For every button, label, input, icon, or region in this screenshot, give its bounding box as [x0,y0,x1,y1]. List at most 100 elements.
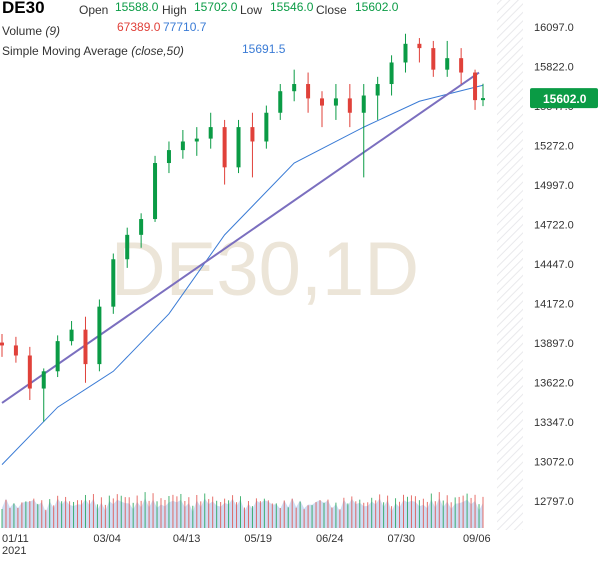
y-tick-label: 13622.0 [534,378,574,390]
candle-body [264,112,269,142]
open-label: Open [79,3,109,17]
candle [55,335,60,378]
candle [278,84,283,120]
candle [180,129,185,159]
candle [389,55,394,96]
candle [153,155,158,222]
candle-body [69,329,74,342]
candle [208,112,213,149]
candle-body [153,163,158,220]
candle-body [194,138,199,142]
x-year-label: 2021 [2,545,26,557]
candle-body [111,259,116,307]
candle-body [389,62,394,85]
candle-body [473,72,478,101]
candle [481,83,485,107]
candle [194,127,199,156]
candle [306,72,311,113]
candle-body [347,98,352,113]
candle [41,368,46,422]
sma-label: Simple Moving Average (close,50) [2,44,184,58]
y-tick-label: 16097.0 [534,22,574,34]
candle [139,213,144,248]
volume-label: Volume (9) [2,24,60,38]
y-tick-label: 14997.0 [534,180,574,192]
candle-body [361,95,366,113]
candle [125,227,130,268]
y-tick-label: 13347.0 [534,417,574,429]
axis-hatch-area [497,0,523,530]
high-label: High [162,3,187,17]
y-tick-label: 14722.0 [534,220,574,232]
candle-body [13,345,18,356]
symbol-label: DE30 [2,0,45,17]
candle-body [417,43,422,49]
y-tick-label: 12797.0 [534,496,574,508]
candle [166,141,171,174]
candle-body [222,127,227,168]
x-tick-label: 07/30 [388,533,416,545]
candle [445,40,450,77]
candle [403,33,408,73]
x-tick-label: 05/19 [244,533,272,545]
candle-body [41,371,46,389]
volume-param: (9) [45,24,61,38]
candle-body [0,342,4,346]
y-tick-label: 15822.0 [534,62,574,74]
open-value: 15588.0 [115,0,159,14]
y-tick-label: 14172.0 [534,299,574,311]
volume-ma-value: 77710.7 [163,20,207,34]
chart-legend: DE30 Open 15588.0 High 15702.0 Low 15546… [0,0,520,60]
volume-ma-area [2,498,483,528]
sma-param: (close,50) [131,44,184,58]
sma-title: Simple Moving Average [2,44,128,58]
high-value: 15702.0 [194,0,238,14]
x-tick-label: 09/06 [463,533,491,545]
candle-body [55,341,60,372]
candle [431,40,436,77]
candle-body [97,306,102,365]
x-tick-label: 03/04 [93,533,121,545]
close-value: 15602.0 [355,0,399,14]
candle-body [445,58,450,70]
candle [333,84,338,120]
candle-body [306,84,311,99]
candle [264,105,269,149]
candle [459,48,464,85]
y-tick-label: 14447.0 [534,259,574,271]
last-price-badge [530,88,598,109]
candle [361,84,366,178]
candle [236,119,241,174]
trend-line [1,71,480,404]
candle-body [292,84,297,92]
candle-body [320,98,325,106]
candle [97,299,102,372]
candle-body [180,141,185,151]
last-price-text: 15602.0 [543,92,587,106]
candle-body [208,127,213,139]
candle-body [459,58,464,73]
candle [69,321,74,346]
candle [292,69,297,102]
watermark: DE30,1D [111,227,419,312]
candle-body [83,329,88,365]
candle [320,91,325,128]
candle-body [431,48,436,70]
candle-body [125,234,130,260]
candle-body [250,127,255,142]
candle [27,346,32,401]
candle [473,69,478,110]
volume-value: 67389.0 [117,20,161,34]
candle [222,119,227,185]
y-tick-label: 13897.0 [534,338,574,350]
candle [0,333,4,357]
x-tick-label: 06/24 [316,533,344,545]
close-label: Close [316,3,347,17]
candle-body [139,219,144,235]
low-label: Low [240,3,263,17]
candle [347,84,352,128]
sma-line [1,84,484,466]
candle [250,112,255,178]
candle [375,76,380,120]
